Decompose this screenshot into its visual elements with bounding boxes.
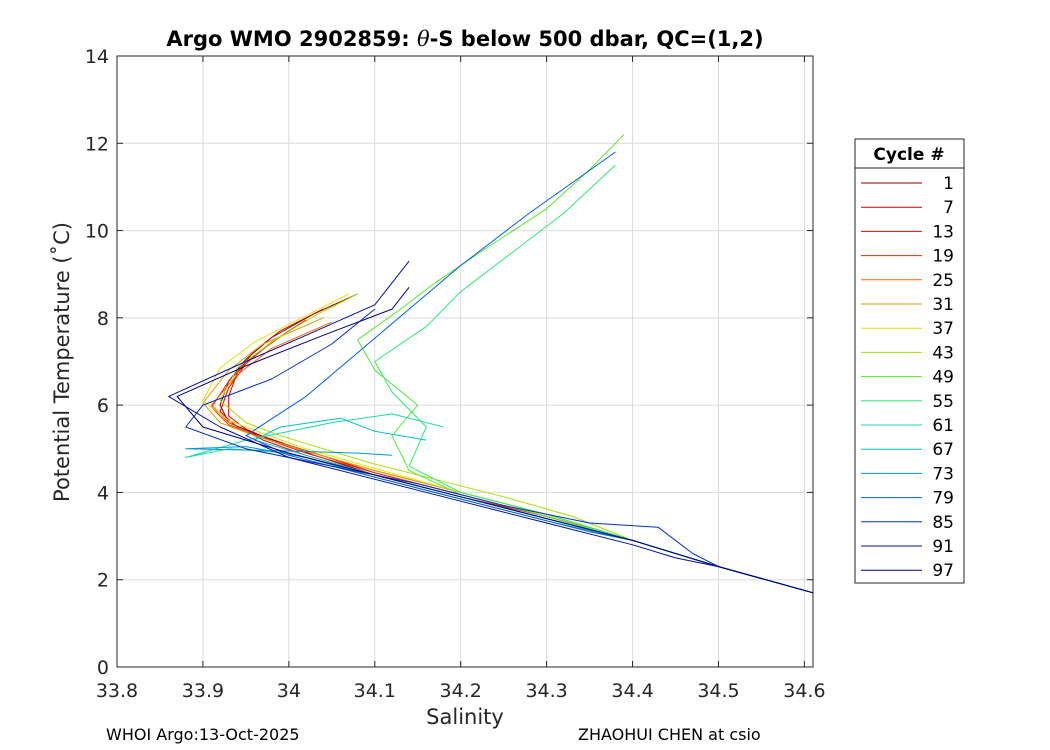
legend-label-cycle-85: 85 xyxy=(932,513,954,533)
series-layer xyxy=(168,134,814,594)
legend-label-cycle-31: 31 xyxy=(932,295,954,315)
y-axis-label: Potential Temperature (˚C) xyxy=(50,222,74,502)
x-tick-label: 33.8 xyxy=(96,680,138,702)
title-suffix: -S below 500 dbar, QC=(1,2) xyxy=(430,27,764,51)
legend-label-cycle-61: 61 xyxy=(932,416,954,436)
x-tick-label: 34.2 xyxy=(440,680,482,702)
x-tick-label: 33.9 xyxy=(182,680,224,702)
y-tick-label: 6 xyxy=(97,395,109,417)
x-tick-label: 34.1 xyxy=(354,680,396,702)
y-tick-label: 8 xyxy=(97,308,109,330)
x-tick-label: 34.5 xyxy=(697,680,739,702)
legend-label-cycle-37: 37 xyxy=(932,319,954,339)
y-tick-label: 10 xyxy=(85,221,109,243)
legend-label-cycle-73: 73 xyxy=(932,464,954,484)
footer-right: ZHAOHUI CHEN at csio xyxy=(578,725,761,744)
series-line-cycle-49 xyxy=(357,134,814,594)
y-tick-label: 0 xyxy=(97,657,109,679)
footer-left: WHOI Argo:13-Oct-2025 xyxy=(106,725,300,744)
x-tick-label: 34.3 xyxy=(525,680,567,702)
series-line-cycle-91 xyxy=(168,260,814,594)
legend-label-cycle-13: 13 xyxy=(932,222,954,242)
legend-label-cycle-79: 79 xyxy=(932,489,954,509)
y-tick-label: 14 xyxy=(85,46,109,68)
series-line-cycle-97 xyxy=(176,286,814,594)
y-tick-label: 2 xyxy=(97,570,109,592)
legend-title: Cycle # xyxy=(873,145,944,165)
legend-label-cycle-1: 1 xyxy=(943,174,954,194)
legend-label-cycle-91: 91 xyxy=(932,537,954,557)
legend: Cycle # 1 7 13 19 25 31 37 43 49 55 61 67 73 79 85 91 97 xyxy=(854,138,965,584)
plot-frame xyxy=(116,55,814,668)
title-theta-symbol: θ xyxy=(417,27,430,51)
chart-title: Argo WMO 2902859: θ-S below 500 dbar, QC… xyxy=(166,27,763,51)
legend-box xyxy=(854,138,965,584)
legend-label-cycle-43: 43 xyxy=(932,343,954,363)
x-axis-label: Salinity xyxy=(426,705,504,729)
legend-label-cycle-19: 19 xyxy=(932,247,954,267)
x-tick-label: 34.4 xyxy=(611,680,653,702)
title-prefix: Argo WMO 2902859: xyxy=(166,27,417,51)
series-line-cycle-79 xyxy=(245,151,814,594)
legend-label-cycle-49: 49 xyxy=(932,368,954,388)
legend-items: 1 7 13 19 25 31 37 43 49 55 61 67 73 79 85 91 97 xyxy=(861,174,954,581)
legend-label-cycle-97: 97 xyxy=(932,561,954,581)
legend-label-cycle-55: 55 xyxy=(932,392,954,412)
tick-layer: 33.8 33.9 34 34.1 34.2 34.3 34.4 34.5 34.6 0 2 4 6 8 1… xyxy=(85,46,826,702)
plot-area xyxy=(117,56,813,667)
x-tick-label: 34 xyxy=(277,680,301,702)
legend-label-cycle-67: 67 xyxy=(932,440,954,460)
legend-label-cycle-7: 7 xyxy=(943,198,954,218)
legend-label-cycle-25: 25 xyxy=(932,271,954,291)
series-line-cycle-55 xyxy=(374,164,814,594)
y-tick-label: 12 xyxy=(85,133,109,155)
series-line-cycle-43 xyxy=(219,293,814,594)
y-tick-label: 4 xyxy=(97,482,109,504)
x-tick-label: 34.6 xyxy=(783,680,825,702)
